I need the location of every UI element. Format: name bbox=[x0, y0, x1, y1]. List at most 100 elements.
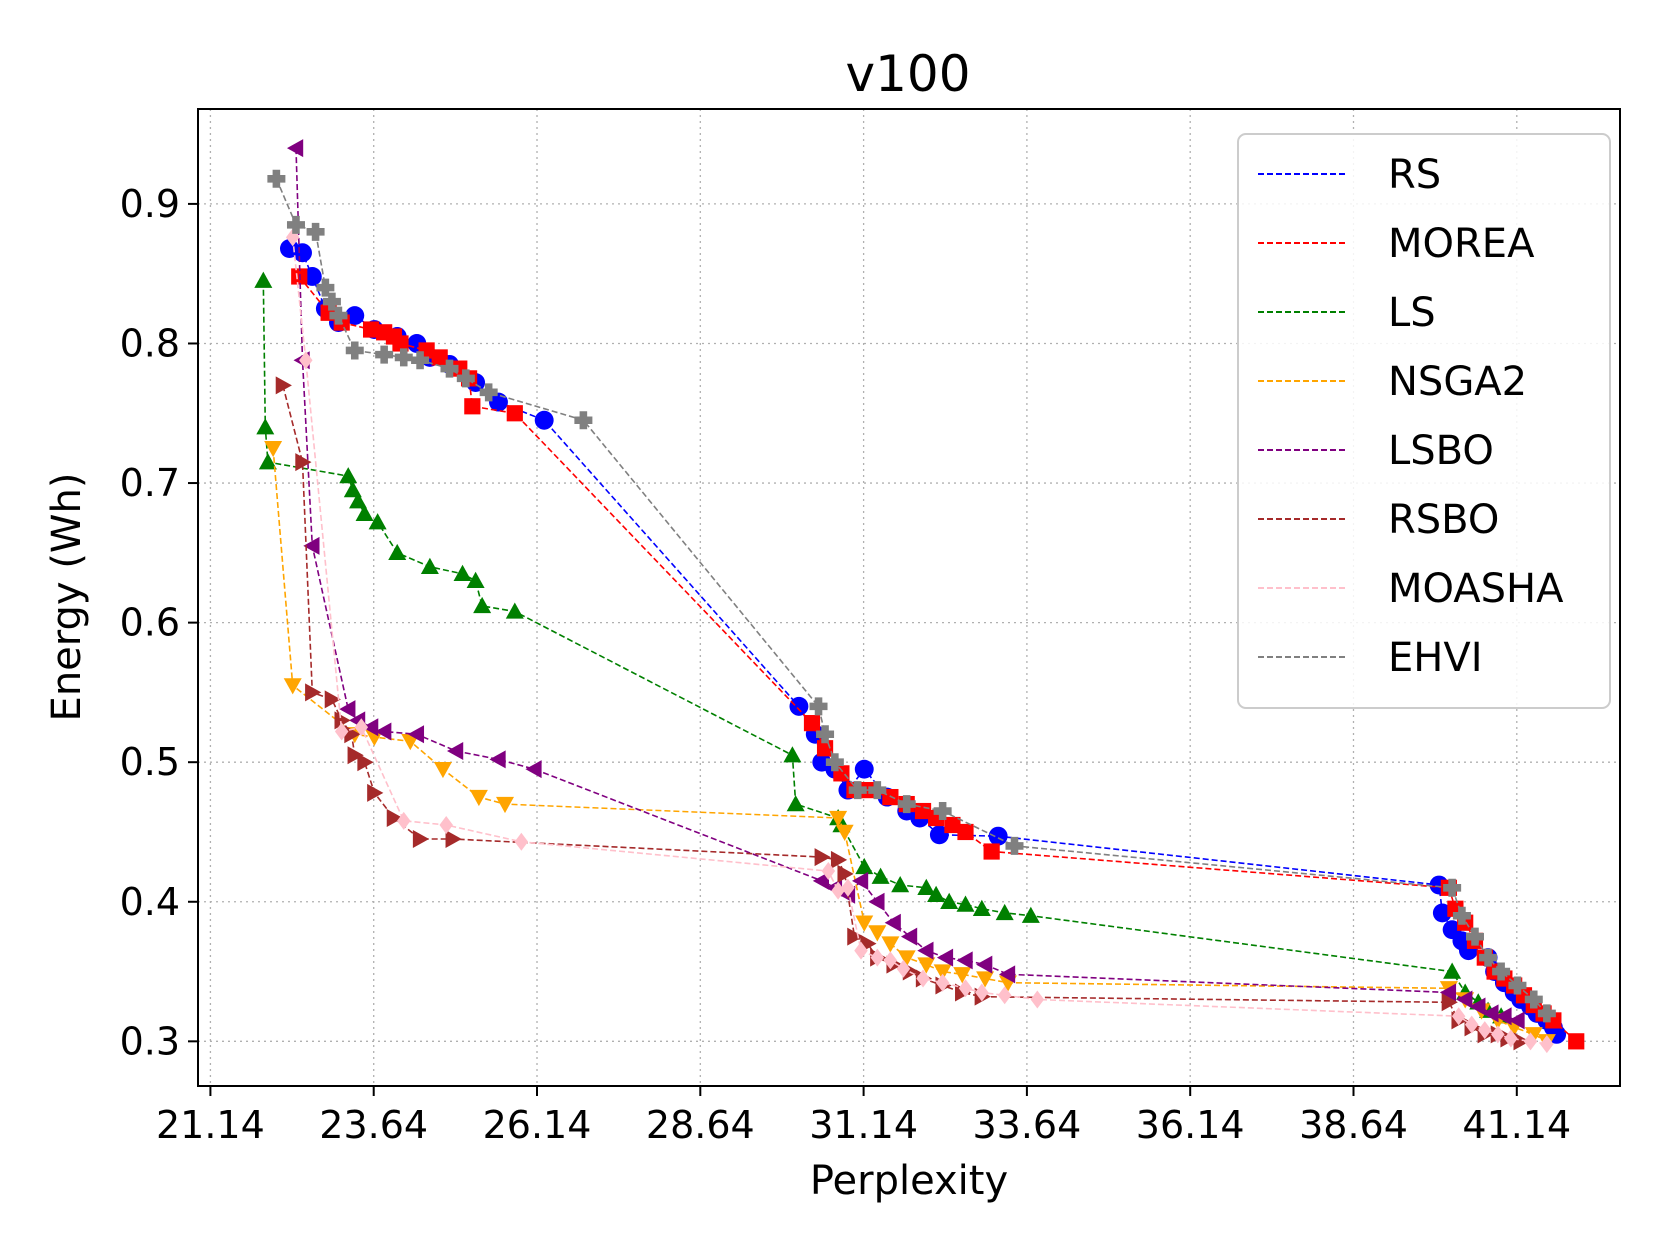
data-point-ehvi bbox=[1524, 990, 1543, 1009]
data-point-moasha bbox=[1540, 1035, 1554, 1054]
data-point-lsbo bbox=[956, 951, 973, 970]
data-point-lsbo bbox=[936, 948, 954, 967]
data-point-rs bbox=[345, 306, 365, 326]
data-point-ehvi bbox=[1537, 1004, 1556, 1023]
data-point-morea bbox=[392, 335, 409, 352]
y-tick-label: 0.9 bbox=[120, 182, 180, 226]
data-point-ehvi bbox=[322, 292, 341, 311]
data-point-moasha bbox=[397, 811, 411, 830]
data-point-moasha bbox=[1491, 1025, 1505, 1044]
tick-layer: 21.14 23.64 26.14 28.64 31.14 33.64 36.14 38.64… bbox=[120, 182, 1572, 1147]
data-point-ls bbox=[258, 453, 277, 470]
data-point-nsga2 bbox=[868, 925, 887, 942]
data-point-ehvi bbox=[933, 802, 952, 821]
data-point-nsga2 bbox=[835, 824, 854, 841]
legend-label-moasha: MOASHA bbox=[1388, 566, 1564, 612]
data-point-ehvi bbox=[329, 306, 348, 325]
data-point-ls bbox=[1021, 906, 1040, 923]
data-point-lsbo bbox=[303, 536, 320, 555]
data-point-ls bbox=[453, 564, 472, 581]
data-point-lsbo bbox=[375, 722, 392, 741]
data-point-ls bbox=[940, 892, 959, 909]
data-point-moasha bbox=[1523, 1032, 1538, 1051]
data-point-lsbo bbox=[1469, 997, 1486, 1016]
data-point-ehvi bbox=[479, 383, 498, 402]
data-point-ehvi bbox=[809, 697, 828, 716]
data-point-ls bbox=[256, 418, 275, 435]
data-point-ls bbox=[956, 895, 975, 912]
data-point-rsbo bbox=[386, 809, 403, 828]
chart-title: v100 bbox=[845, 45, 970, 103]
data-point-ehvi bbox=[375, 345, 394, 364]
data-point-rs bbox=[988, 826, 1008, 846]
data-point-lsbo bbox=[1495, 1007, 1512, 1026]
data-point-lsbo bbox=[1508, 1011, 1525, 1030]
x-tick-label: 21.14 bbox=[156, 1103, 265, 1147]
legend-label-morea: MOREA bbox=[1388, 221, 1535, 267]
data-point-moasha bbox=[896, 959, 911, 978]
data-point-ehvi bbox=[306, 222, 325, 241]
data-point-ls bbox=[505, 602, 524, 619]
data-point-ls bbox=[343, 481, 362, 498]
data-point-nsga2 bbox=[829, 810, 848, 828]
data-point-ehvi bbox=[411, 351, 430, 370]
data-point-ls bbox=[355, 504, 374, 521]
data-point-rs bbox=[302, 267, 322, 286]
data-point-ehvi bbox=[825, 753, 844, 772]
data-point-rs bbox=[789, 696, 809, 716]
data-point-ls bbox=[783, 746, 802, 763]
data-point-rsbo bbox=[344, 725, 361, 744]
series-layer bbox=[254, 139, 1585, 1054]
data-point-rsbo bbox=[814, 848, 831, 867]
data-point-morea bbox=[1568, 1033, 1585, 1050]
series-moasha bbox=[285, 228, 1554, 1054]
data-point-ehvi bbox=[316, 278, 335, 297]
data-point-nsga2 bbox=[855, 915, 874, 932]
y-tick-label: 0.6 bbox=[120, 601, 180, 645]
data-point-moasha bbox=[821, 862, 836, 881]
data-point-moasha bbox=[354, 718, 369, 737]
legend-label-rs: RS bbox=[1388, 152, 1441, 198]
data-point-rs bbox=[929, 825, 949, 845]
data-point-ls bbox=[254, 271, 273, 288]
data-point-rsbo bbox=[295, 453, 312, 472]
data-point-moasha bbox=[958, 979, 973, 998]
data-point-ehvi bbox=[1443, 878, 1462, 897]
data-point-lsbo bbox=[339, 700, 356, 719]
data-point-rs bbox=[1432, 903, 1452, 923]
data-point-lsbo bbox=[917, 941, 934, 960]
data-point-ehvi bbox=[574, 411, 593, 430]
legend-label-nsga2: NSGA2 bbox=[1388, 359, 1527, 405]
data-point-moasha bbox=[831, 881, 845, 900]
x-tick-label: 33.64 bbox=[973, 1103, 1082, 1147]
data-point-ls bbox=[855, 857, 874, 875]
data-point-morea bbox=[506, 405, 523, 422]
data-point-ehvi bbox=[1452, 906, 1471, 925]
data-point-rsbo bbox=[445, 829, 462, 848]
data-point-lsbo bbox=[868, 892, 885, 911]
legend-label-lsbo: LSBO bbox=[1388, 428, 1494, 474]
data-point-ehvi bbox=[394, 348, 413, 367]
data-point-ehvi bbox=[345, 341, 364, 360]
data-point-moasha bbox=[1451, 1007, 1466, 1026]
data-point-nsga2 bbox=[881, 936, 900, 953]
data-point-ehvi bbox=[440, 359, 459, 378]
data-point-rsbo bbox=[305, 683, 322, 702]
data-point-ls bbox=[339, 467, 358, 484]
y-tick-label: 0.7 bbox=[120, 461, 180, 505]
data-point-ehvi bbox=[267, 169, 286, 188]
data-point-lsbo bbox=[525, 760, 542, 779]
data-point-lsbo bbox=[884, 913, 901, 932]
data-point-lsbo bbox=[489, 750, 506, 769]
data-point-moasha bbox=[870, 948, 885, 967]
data-point-rsbo bbox=[412, 829, 430, 848]
x-axis-title: Perplexity bbox=[810, 1158, 1008, 1204]
data-point-moasha bbox=[514, 832, 529, 851]
data-point-ls bbox=[786, 795, 805, 812]
data-point-morea bbox=[957, 823, 974, 841]
y-tick-label: 0.3 bbox=[120, 1019, 180, 1063]
x-tick-label: 31.14 bbox=[809, 1103, 918, 1147]
data-point-rsbo bbox=[1441, 993, 1458, 1012]
data-point-ls bbox=[349, 492, 368, 509]
